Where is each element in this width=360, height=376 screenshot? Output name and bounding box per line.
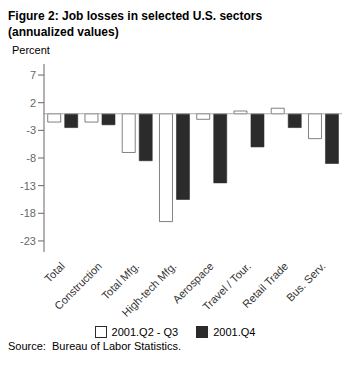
svg-text:Aerospace: Aerospace	[170, 259, 216, 306]
svg-text:2: 2	[30, 97, 36, 109]
html-text:(annualized values): (annualized values)	[8, 25, 119, 39]
svg-text:-18: -18	[20, 207, 36, 219]
svg-text:Bus. Serv.: Bus. Serv.	[284, 260, 328, 304]
svg-text:Construction: Construction	[52, 260, 104, 312]
svg-text:Total Mfg.: Total Mfg.	[99, 259, 142, 302]
html-text:Figure 2: Job losses in select: Figure 2: Job losses in selected U.S. se…	[8, 9, 263, 23]
svg-text:Total: Total	[42, 260, 67, 285]
svg-text:7: 7	[30, 69, 36, 81]
svg-text:-8: -8	[26, 152, 36, 164]
svg-text:-3: -3	[26, 124, 36, 136]
svg-text:Retail Trade: Retail Trade	[240, 260, 290, 310]
svg-text:High-tech Mfg.: High-tech Mfg.	[120, 260, 179, 319]
html-text:2001.Q4: 2001.Q4	[213, 326, 256, 338]
html-text:Percent: Percent	[12, 44, 50, 56]
svg-text:-23: -23	[20, 235, 36, 247]
html-text:2001.Q2 - Q3: 2001.Q2 - Q3	[111, 326, 179, 338]
svg-text:Travel / Tour.: Travel / Tour.	[200, 259, 254, 313]
svg-text:-13: -13	[20, 180, 36, 192]
html-text:Source: Bureau of Labor Statis: Source: Bureau of Labor Statistics.	[8, 340, 181, 352]
